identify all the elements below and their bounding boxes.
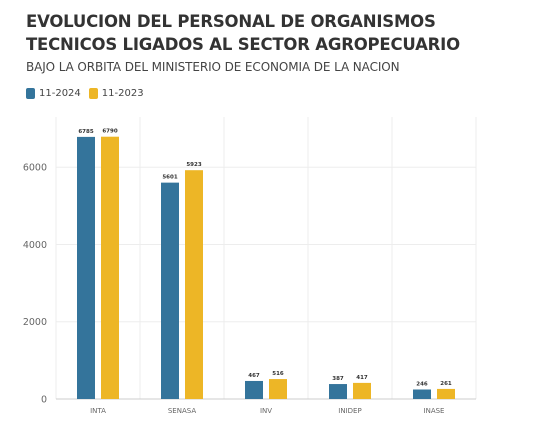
data-label: 417: [356, 375, 368, 381]
legend: 11-2024 11-2023: [26, 88, 152, 99]
bar-inv-series-1: [245, 380, 263, 399]
legend-item-series-1: 11-2024: [26, 88, 81, 99]
bar-senasa-series-2: [185, 170, 203, 399]
data-label: 246: [416, 381, 428, 387]
data-label: 387: [332, 376, 344, 382]
legend-label-series-2: 11-2023: [101, 88, 144, 99]
chart-subtitle: BAJO LA ORBITA DEL MINISTERIO DE ECONOMI…: [26, 60, 400, 74]
legend-label-series-1: 11-2024: [39, 88, 81, 99]
bar-inase-series-2: [437, 388, 455, 399]
x-category-label: INASE: [424, 407, 445, 415]
y-tick-label: 4000: [23, 240, 47, 251]
y-tick-label: 2000: [23, 317, 47, 328]
data-label: 261: [440, 381, 452, 387]
data-label: 5601: [162, 175, 177, 181]
bar-inase-series-1: [413, 389, 431, 399]
bar-inidep-series-1: [329, 384, 347, 399]
legend-item-series-2: 11-2023: [88, 88, 144, 99]
bar-inidep-series-2: [353, 382, 371, 399]
bar-senasa-series-1: [161, 182, 179, 399]
bar-inta-series-2: [101, 136, 119, 400]
x-category-label: INV: [260, 407, 272, 415]
data-label: 5923: [186, 162, 201, 168]
legend-swatch-series-1: [26, 88, 35, 99]
bar-inta-series-1: [77, 136, 95, 399]
x-category-label: SENASA: [168, 407, 196, 415]
bar-inv-series-2: [269, 379, 287, 399]
y-tick-label: 0: [41, 395, 47, 406]
x-category-label: INIDEP: [338, 407, 361, 415]
data-label: 6790: [102, 129, 117, 135]
chart-title: EVOLUCION DEL PERSONAL DE ORGANISMOS TEC…: [26, 12, 460, 54]
data-label: 516: [272, 371, 284, 377]
y-tick-label: 6000: [23, 163, 47, 174]
x-category-label: INTA: [90, 407, 106, 415]
data-label: 467: [248, 373, 260, 379]
data-label: 6785: [78, 129, 93, 135]
legend-swatch-series-2: [88, 88, 98, 99]
